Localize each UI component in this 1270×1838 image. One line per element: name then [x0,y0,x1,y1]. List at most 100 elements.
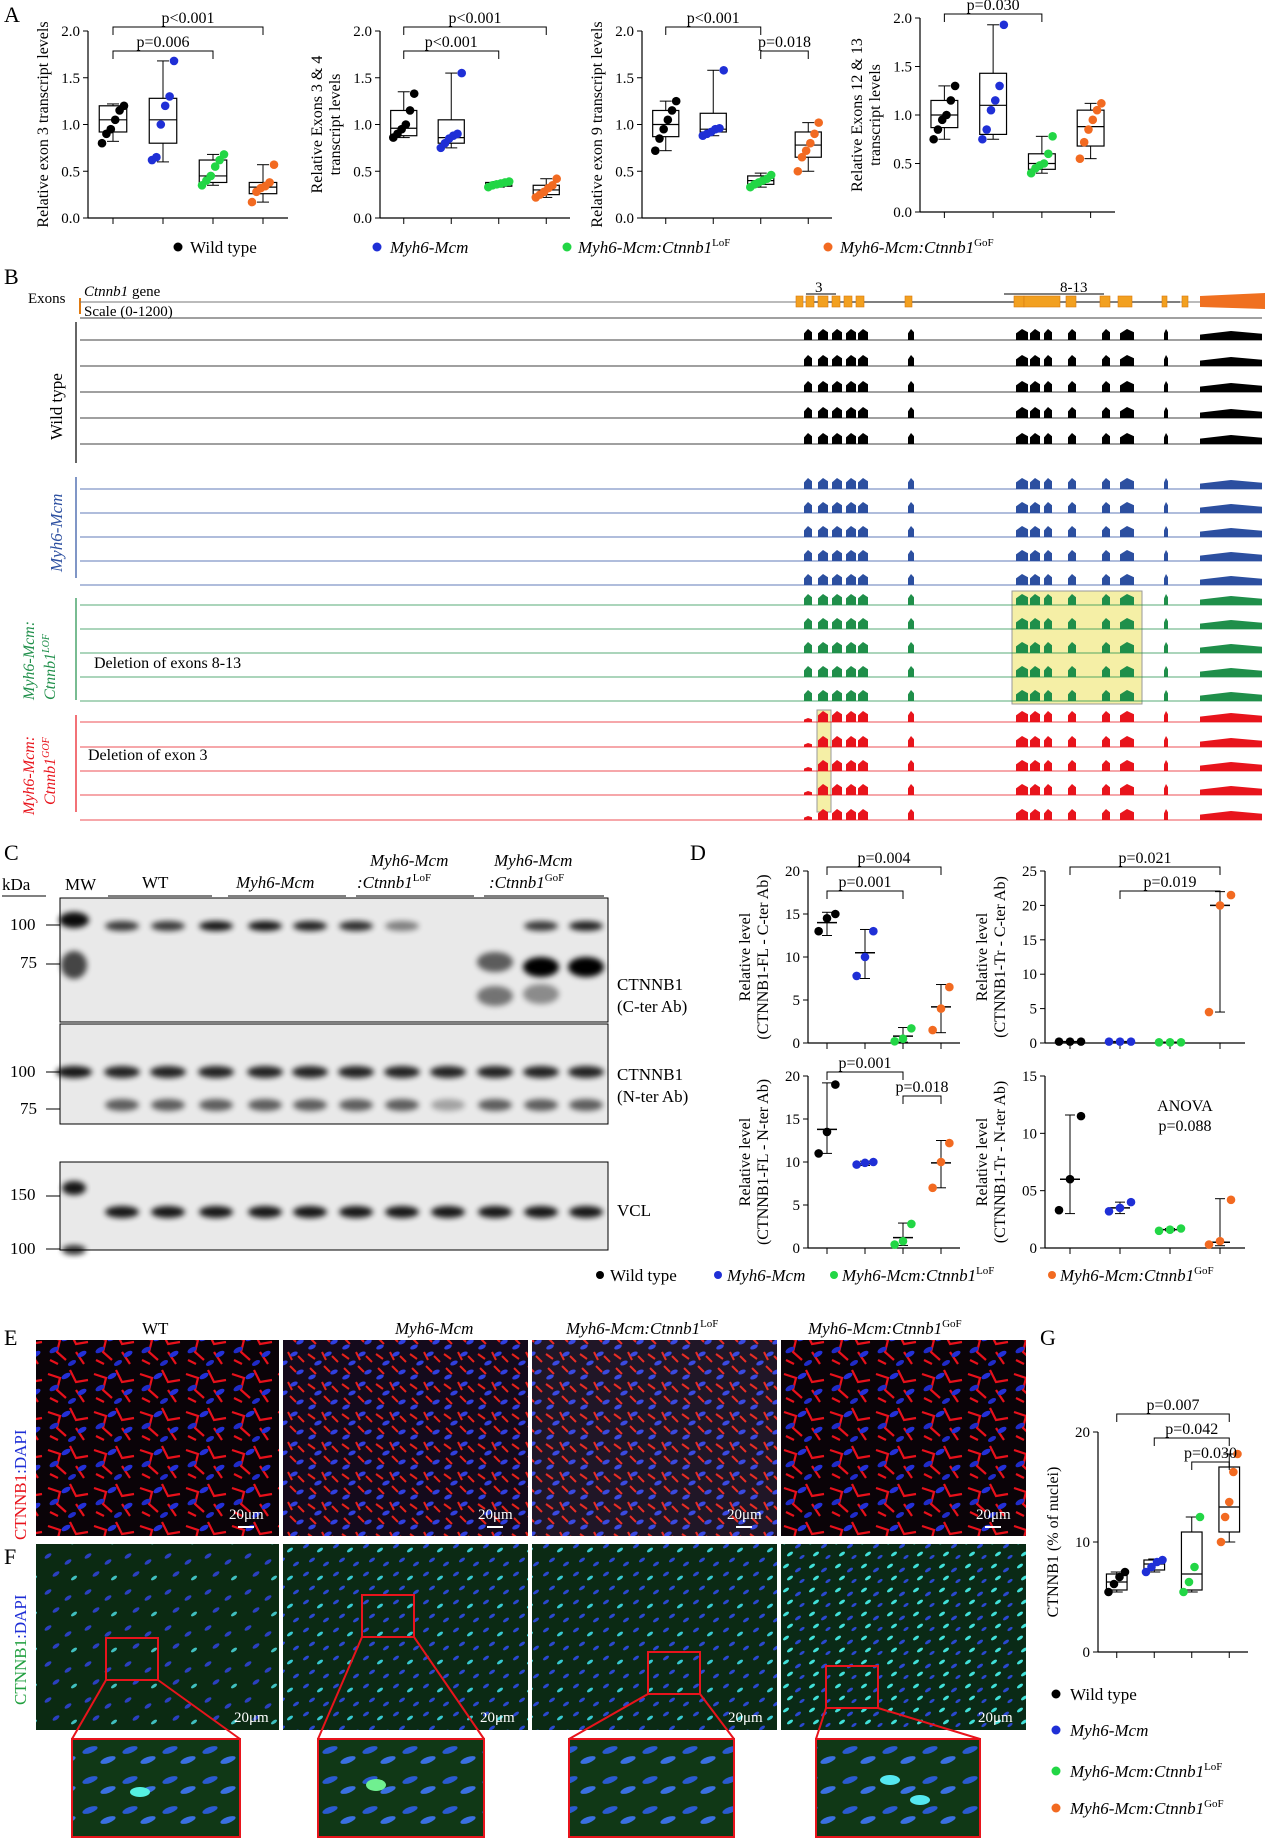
coverage-peak [832,594,842,605]
coverage-peak [1044,574,1052,585]
legend-gof: Myh6-Mcm:Ctnnb1GoF [839,237,994,257]
y-tick-label: 2.0 [615,24,634,40]
gene-label: Ctnnb1 gene [84,284,161,300]
coverage-peak [1164,666,1168,677]
data-point [1147,1562,1156,1572]
data-point [1229,1467,1238,1477]
coverage-peak [1068,711,1076,722]
coverage-peak [832,329,842,340]
data-point [719,65,728,75]
mw1-75: 75 [20,953,37,972]
coverage-peak [1164,502,1168,513]
coverage-peak [1044,329,1052,340]
coverage-peak [1164,550,1168,561]
legend-lof: Myh6-Mcm:Ctnnb1LoF [577,237,730,257]
scale-bar-f3: 20μm [728,1710,763,1726]
coverage-peak [1044,711,1052,722]
protein-band [568,1066,604,1078]
coverage-peak [1164,407,1168,418]
coverage-peak [846,329,856,340]
coverage-peak [1068,784,1076,795]
e-title-mcm: Myh6-Mcm [394,1319,473,1338]
coverage-peak [1068,690,1076,701]
coverage-peak [908,736,914,747]
data-point [1039,159,1049,168]
coverage-peak [858,711,868,722]
coverage-peak [1102,594,1110,605]
coverage-peak [858,433,868,444]
coverage-peak [804,594,812,605]
data-point [1233,1449,1242,1459]
data-point [860,1158,870,1168]
coverage-peak [858,526,868,537]
y-tick-label: 15 [1022,933,1037,949]
coverage-peak [846,381,856,392]
box [652,109,680,138]
coverage-peak [804,743,812,747]
y-tick-label: 0 [1083,1645,1091,1661]
coverage-peak [908,329,914,340]
coverage-peak [858,690,868,701]
coverage-peak [846,690,856,701]
coverage-peak [1030,784,1040,795]
data-point [1204,1240,1214,1249]
coverage-peak [1102,618,1110,629]
coverage-peak [1120,574,1134,585]
protein-band [524,1099,558,1111]
zoom-wt-nucleus [130,1787,150,1797]
y-tick-label: 10 [1022,1126,1037,1142]
data-point [655,134,664,143]
coverage-peak [1102,526,1110,537]
panel-e-side-label: CTNNB1:DAPI [11,1429,30,1540]
coverage-peak [1102,433,1110,444]
significance-bracket [826,890,904,899]
p-value-label: p<0.001 [448,10,501,27]
coverage-peak [1120,784,1134,795]
coverage-peak [846,736,856,747]
data-point [869,926,878,936]
coverage-peak [818,809,828,820]
coverage-peak [1164,809,1168,820]
coverage-peak [1030,594,1040,605]
coverage-peak [908,407,914,418]
data-point [1158,1555,1167,1565]
data-point [156,120,166,129]
p-value-label: p=0.018 [758,34,811,51]
y-tick-label: 15 [785,1112,800,1128]
legend-g-gof: Myh6-Mcm:Ctnnb1GoF [1069,1798,1224,1818]
coverage-peak [858,784,868,795]
coverage-peak [1016,784,1028,795]
data-point [663,115,673,125]
coverage-tracks [80,317,1262,821]
coverage-peak [846,407,856,418]
coverage-peak [858,355,868,366]
y-tick-label: 0.5 [615,164,634,180]
legend-d-mcm: Myh6-Mcm [726,1266,805,1285]
data-point [1154,1038,1164,1047]
coverage-peak [1044,784,1052,795]
coverage-peak [1164,642,1168,653]
exon813-label: 8-13 [1060,280,1088,296]
coverage-peak [858,550,868,561]
chart-a-exon3: 0.0 0.5 1.0 1.5 2.0 p<0.001 p=0.006 Relative ex… [35,10,288,228]
coverage-peak [858,478,868,489]
micrograph-e-gof [781,1340,1026,1536]
coverage-peak [1120,550,1134,561]
y-tick-label: 05 [1022,1184,1037,1200]
coverage-peak [846,809,856,820]
coverage-peak [832,736,842,747]
data-point [110,115,120,125]
p-value-label: p<0.001 [687,10,740,27]
zoom-lof [568,1738,735,1838]
data-point [169,56,179,66]
scale-bar-f2: 20μm [480,1710,515,1726]
coverage-peak [1030,666,1040,677]
data-point [548,180,557,190]
exon3-label: 3 [815,280,823,296]
significance-bracket [665,26,762,35]
coverage-peak [1200,331,1262,340]
data-point [1092,105,1102,115]
coverage-peak [858,642,868,653]
coverage-peak [1200,357,1262,366]
data-point [1104,1587,1113,1597]
